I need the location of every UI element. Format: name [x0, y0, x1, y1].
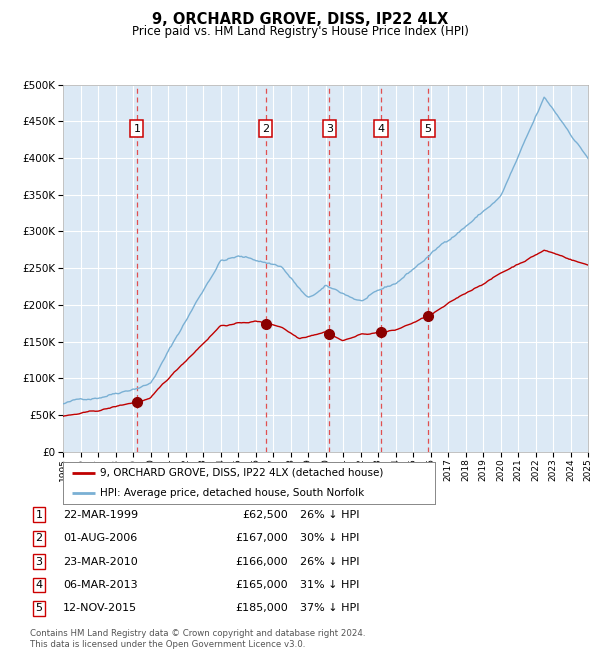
Text: 26% ↓ HPI: 26% ↓ HPI [300, 510, 359, 520]
Text: £62,500: £62,500 [242, 510, 288, 520]
Text: 12-NOV-2015: 12-NOV-2015 [63, 603, 137, 614]
Text: 22-MAR-1999: 22-MAR-1999 [63, 510, 138, 520]
Text: 1: 1 [133, 124, 140, 133]
Text: 3: 3 [35, 556, 43, 567]
Text: 4: 4 [35, 580, 43, 590]
Text: £165,000: £165,000 [235, 580, 288, 590]
Text: 37% ↓ HPI: 37% ↓ HPI [300, 603, 359, 614]
Text: 4: 4 [377, 124, 385, 133]
Text: 23-MAR-2010: 23-MAR-2010 [63, 556, 138, 567]
Text: 30% ↓ HPI: 30% ↓ HPI [300, 533, 359, 543]
Text: 1: 1 [35, 510, 43, 520]
Text: 2: 2 [262, 124, 269, 133]
Text: 9, ORCHARD GROVE, DISS, IP22 4LX: 9, ORCHARD GROVE, DISS, IP22 4LX [152, 12, 448, 27]
Text: £167,000: £167,000 [235, 533, 288, 543]
Text: 5: 5 [35, 603, 43, 614]
Text: Price paid vs. HM Land Registry's House Price Index (HPI): Price paid vs. HM Land Registry's House … [131, 25, 469, 38]
Text: 26% ↓ HPI: 26% ↓ HPI [300, 556, 359, 567]
Text: £166,000: £166,000 [235, 556, 288, 567]
Text: HPI: Average price, detached house, South Norfolk: HPI: Average price, detached house, Sout… [100, 488, 364, 498]
Text: 06-MAR-2013: 06-MAR-2013 [63, 580, 137, 590]
Text: 5: 5 [425, 124, 431, 133]
Text: Contains HM Land Registry data © Crown copyright and database right 2024.
This d: Contains HM Land Registry data © Crown c… [30, 629, 365, 649]
Text: 2: 2 [35, 533, 43, 543]
Text: 01-AUG-2006: 01-AUG-2006 [63, 533, 137, 543]
Text: £185,000: £185,000 [235, 603, 288, 614]
Text: 31% ↓ HPI: 31% ↓ HPI [300, 580, 359, 590]
Text: 3: 3 [326, 124, 333, 133]
Text: 9, ORCHARD GROVE, DISS, IP22 4LX (detached house): 9, ORCHARD GROVE, DISS, IP22 4LX (detach… [100, 468, 383, 478]
